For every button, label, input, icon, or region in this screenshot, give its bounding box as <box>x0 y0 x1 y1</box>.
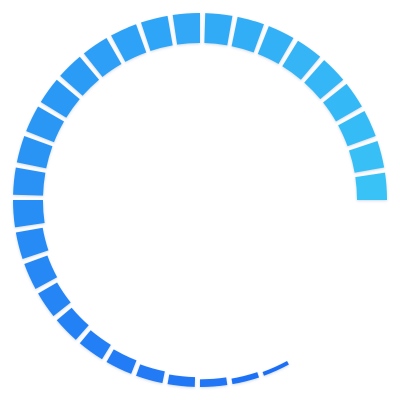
spinner-segments <box>13 13 387 387</box>
spinner-segment <box>231 16 264 53</box>
spinner-segment <box>60 56 100 96</box>
spinner-segment <box>38 282 71 317</box>
spinner-segment <box>26 106 65 143</box>
spinner-segment <box>355 172 387 200</box>
spinner-segment <box>204 13 233 46</box>
spinner-segment <box>257 26 294 65</box>
spinner-segment <box>323 83 362 122</box>
spinner-segment <box>83 38 122 77</box>
spinner-segment <box>338 111 376 147</box>
spinner-segment <box>16 136 53 169</box>
spinner-segment <box>140 15 173 52</box>
spinner-segment <box>15 227 49 260</box>
spinner-segment <box>111 24 147 62</box>
spinner-segment <box>167 374 196 387</box>
spinner-segment <box>231 372 260 385</box>
spinner-segment <box>172 13 200 45</box>
spinner-segment <box>79 330 111 360</box>
spinner-segment <box>56 307 89 340</box>
spinner-segment <box>348 140 385 173</box>
spinner-segment <box>13 200 45 228</box>
spinner-segment <box>200 377 228 387</box>
spinner-segment <box>106 349 137 374</box>
spinner-segment <box>13 167 46 196</box>
spinner-segment <box>24 255 58 289</box>
spinner-segment <box>304 60 344 100</box>
spinner-segment <box>282 40 321 80</box>
spinner-segment <box>136 364 165 384</box>
spinner-segment <box>40 79 80 118</box>
spinner-segment <box>262 360 289 376</box>
